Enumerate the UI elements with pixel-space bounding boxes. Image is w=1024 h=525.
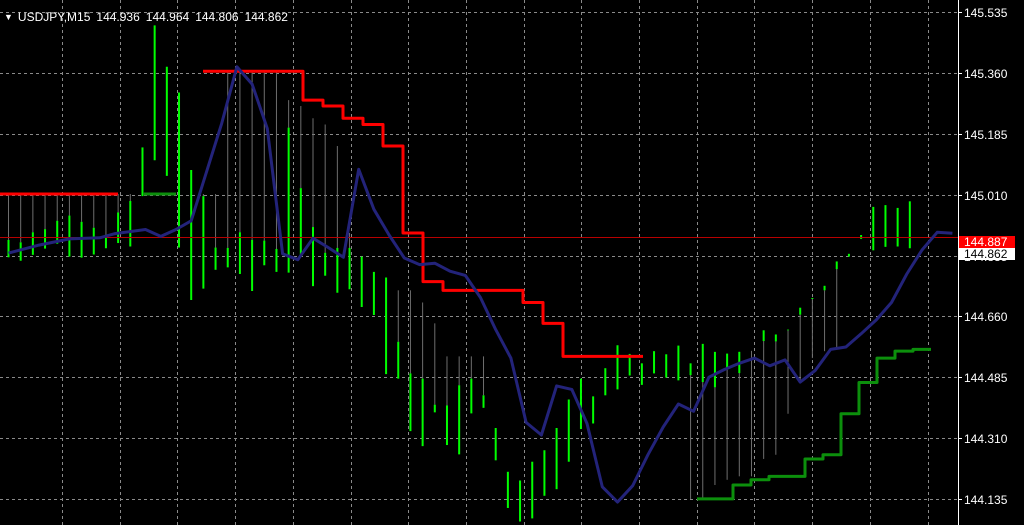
y-tick-label: 145.535 bbox=[964, 5, 1008, 20]
stop-upper-line bbox=[203, 69, 643, 358]
open-price: 144.936 bbox=[96, 10, 140, 24]
red-line-price-badge: 144.887 bbox=[959, 236, 1015, 248]
y-tick-label: 144.135 bbox=[964, 492, 1008, 507]
y-tick-label: 145.185 bbox=[964, 127, 1008, 142]
stop-lower-line bbox=[697, 347, 931, 501]
y-tick-label: 144.660 bbox=[964, 309, 1008, 324]
close-price: 144.862 bbox=[244, 10, 288, 24]
symbol-timeframe: USDJPY,M15 bbox=[17, 10, 91, 24]
y-tick-label: 144.485 bbox=[964, 370, 1008, 385]
y-tick-label: 144.310 bbox=[964, 431, 1008, 446]
moving-average-line bbox=[8, 65, 953, 504]
y-tick-label: 145.010 bbox=[964, 188, 1008, 203]
chart-header: ▼ USDJPY,M15 144.936 144.964 144.806 144… bbox=[4, 10, 288, 24]
high-price: 144.964 bbox=[145, 10, 190, 24]
current-price-badge: 144.862 bbox=[959, 248, 1015, 260]
low-price: 144.806 bbox=[195, 10, 239, 24]
y-tick-label: 145.360 bbox=[964, 66, 1008, 81]
triangle-down-icon[interactable]: ▼ bbox=[4, 12, 13, 22]
